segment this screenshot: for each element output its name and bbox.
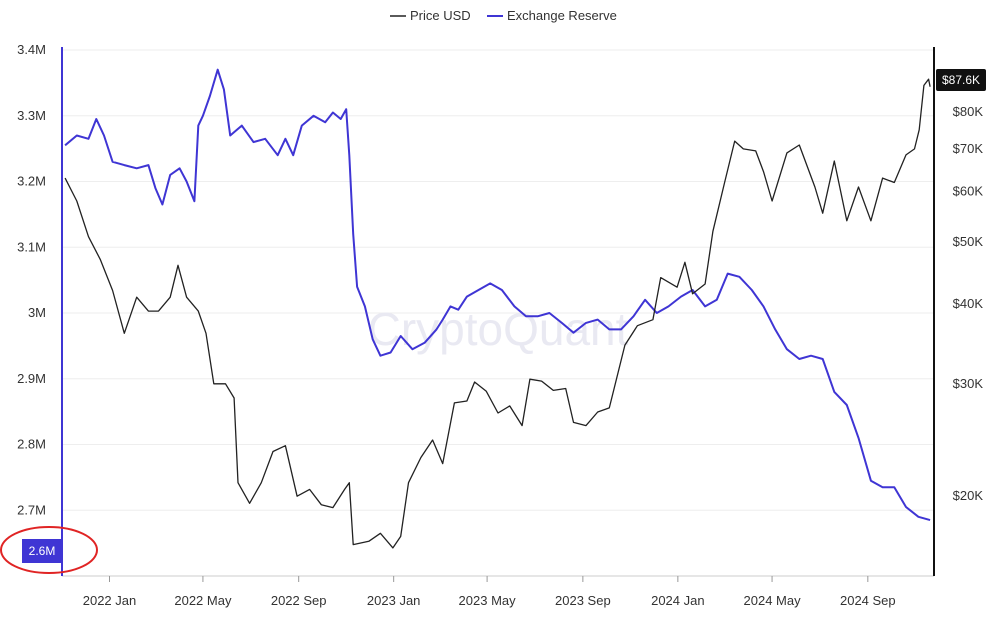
y-left-tick-label: 3.2M bbox=[17, 174, 46, 189]
legend-label-price: Price USD bbox=[410, 8, 471, 23]
x-tick-label: 2024 Sep bbox=[840, 593, 896, 608]
price-current-label: $87.6K bbox=[942, 73, 980, 87]
y-left-tick-label: 2.7M bbox=[17, 502, 46, 517]
x-tick-label: 2022 Sep bbox=[271, 593, 327, 608]
y-right-tick-label: $80K bbox=[953, 104, 984, 119]
x-tick-label: 2023 Sep bbox=[555, 593, 611, 608]
y-left-tick-label: 3M bbox=[28, 305, 46, 320]
price-line bbox=[64, 78, 931, 549]
y-right-tick-label: $60K bbox=[953, 184, 984, 199]
y-right-tick-label: $50K bbox=[953, 234, 984, 249]
y-right-tick-label: $20K bbox=[953, 488, 984, 503]
y-left-tick-label: 3.1M bbox=[17, 239, 46, 254]
y-right-tick-label: $40K bbox=[953, 296, 984, 311]
x-tick-label: 2023 Jan bbox=[367, 593, 421, 608]
y-left-tick-label: 3.4M bbox=[17, 42, 46, 57]
gridlines bbox=[62, 49, 934, 511]
reserve-current-badge bbox=[22, 539, 62, 563]
y-right-tick-label: $70K bbox=[953, 141, 984, 156]
highlight-circle bbox=[0, 526, 98, 574]
y-left-tick-label: 2.9M bbox=[17, 371, 46, 386]
badges: 2.6M $87.6K bbox=[0, 69, 986, 574]
x-tick-label: 2022 May bbox=[174, 593, 232, 608]
x-tick-label: 2024 May bbox=[744, 593, 802, 608]
series-layer bbox=[64, 68, 931, 549]
x-tick-label: 2024 Jan bbox=[651, 593, 705, 608]
price-current-badge bbox=[936, 69, 986, 91]
y-right-tick-label: $30K bbox=[953, 376, 984, 391]
x-tick-label: 2022 Jan bbox=[83, 593, 137, 608]
y-left-tick-label: 2.8M bbox=[17, 437, 46, 452]
x-tick-label: 2023 May bbox=[459, 593, 517, 608]
reserve-current-label: 2.6M bbox=[29, 544, 56, 558]
legend-label-reserve: Exchange Reserve bbox=[507, 8, 617, 23]
exchange-reserve-line bbox=[64, 68, 931, 522]
axes: 2.7M 2.8M 2.9M 3M 3.1M 3.2M 3.3M 3.4M $20K $30K $4… bbox=[17, 42, 983, 608]
y-left-tick-label: 3.3M bbox=[17, 108, 46, 123]
legend: Price USD Exchange Reserve bbox=[390, 8, 617, 23]
watermark: CryptoQuant bbox=[368, 303, 629, 355]
